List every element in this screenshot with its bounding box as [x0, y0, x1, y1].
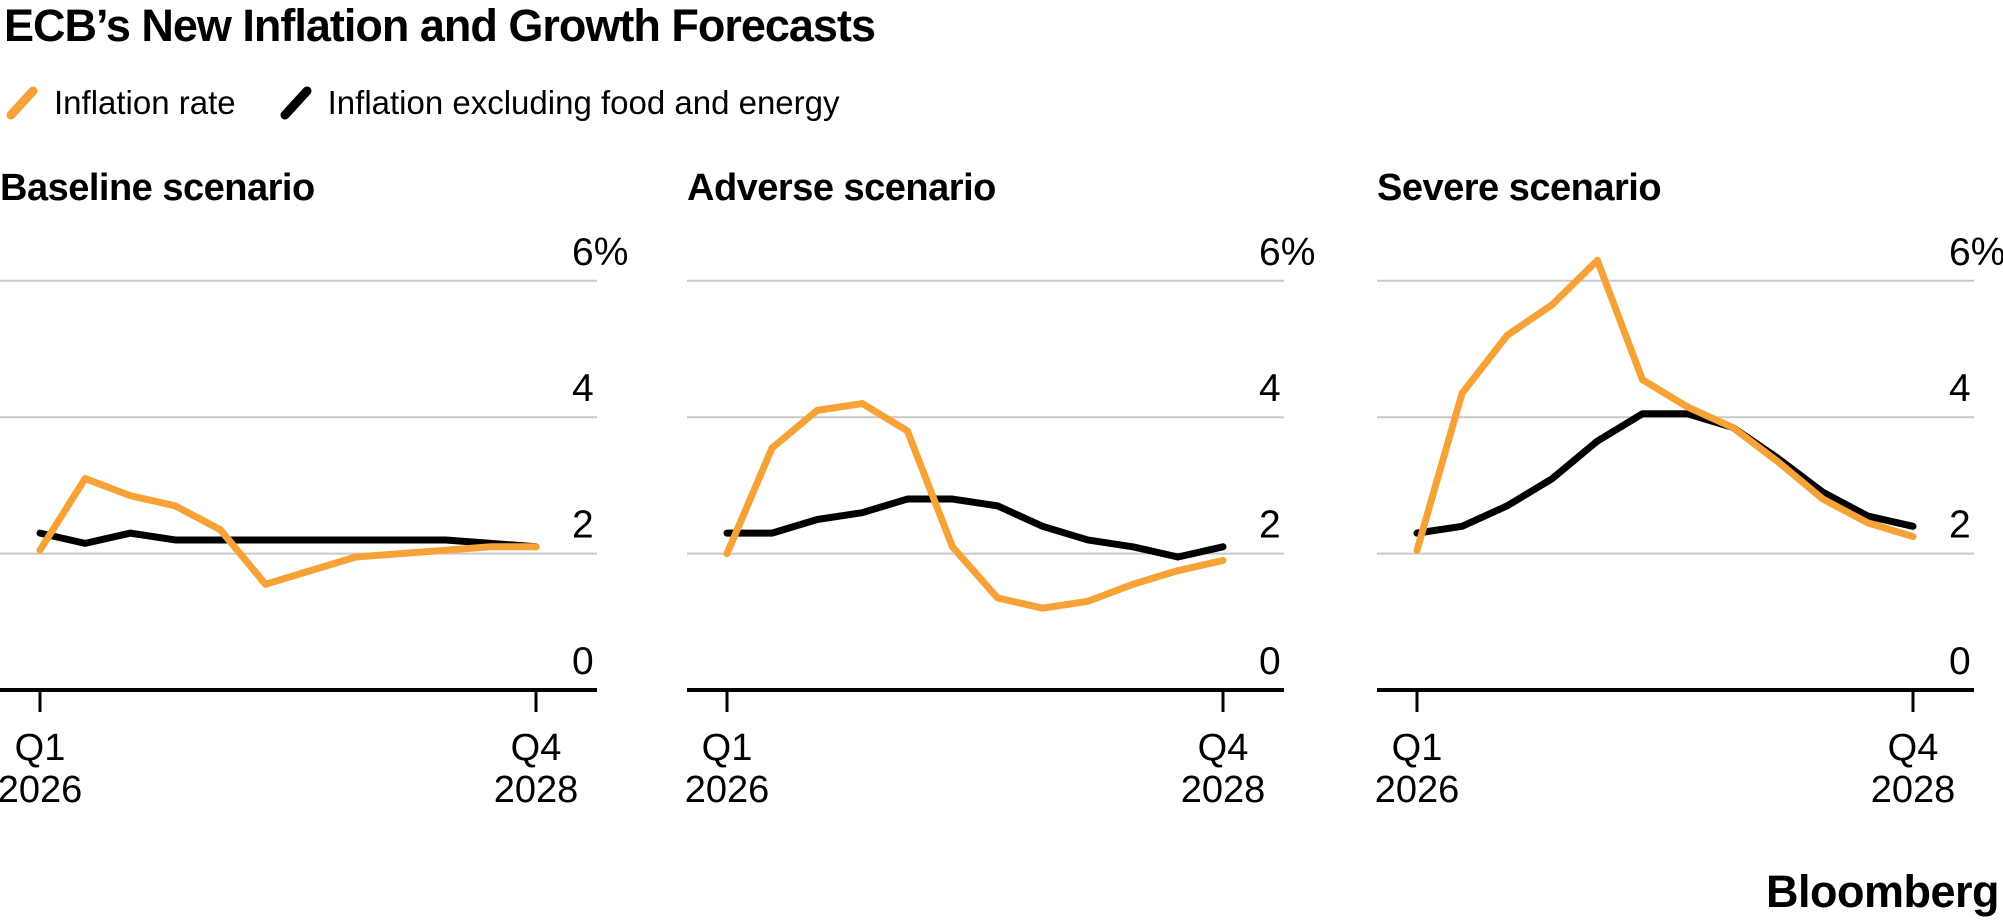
- x-axis-tick-label: Q4: [1198, 727, 1249, 769]
- y-axis-tick-label: 0: [572, 640, 594, 683]
- x-axis-tick-label: 2028: [494, 769, 579, 811]
- inflation-rate-swatch-icon: [6, 86, 38, 120]
- bloomberg-wordmark: Bloomberg: [1765, 866, 2000, 917]
- page-title: ECB’s New Inflation and Growth Forecasts: [4, 0, 876, 51]
- y-axis-tick-label: 4: [1259, 367, 1281, 410]
- legend-label: Inflation rate: [54, 84, 236, 121]
- x-axis-tick-label: 2026: [1375, 769, 1460, 811]
- legend-item-core-inflation: Inflation excluding food and energy: [280, 84, 840, 122]
- y-axis-tick-label: 6%: [1259, 231, 1315, 274]
- series-line-inflation-rate: [723, 400, 1227, 612]
- y-axis-tick-label: 6%: [1949, 231, 2003, 274]
- y-axis-tick-label: 4: [572, 367, 594, 410]
- x-axis-tick-label: 2026: [685, 769, 770, 811]
- chart-title-baseline: Baseline scenario: [0, 167, 315, 209]
- y-axis-tick-label: 6%: [572, 231, 628, 274]
- chart-panel-adverse: Adverse scenario 6% 4 2 0 Q1 2026 Q4 2028: [685, 166, 1347, 811]
- x-axis-tick-label: 2028: [1871, 769, 1956, 811]
- series-line-inflation-rate: [1413, 256, 1917, 554]
- x-axis-tick-label: Q4: [1888, 727, 1939, 769]
- x-axis-tick-label: Q1: [15, 727, 66, 769]
- series-line-inflation-rate: [36, 475, 540, 588]
- y-axis-tick-label: 2: [1949, 504, 1971, 547]
- x-axis-tick-label: Q1: [702, 727, 753, 769]
- series-line-inflation-excluding-food-and-energy: [1413, 410, 1917, 537]
- x-axis-tick-label: 2028: [1181, 769, 1266, 811]
- legend: Inflation rate Inflation excluding food …: [6, 84, 840, 122]
- y-axis-tick-label: 4: [1949, 367, 1971, 410]
- x-axis-tick-label: Q4: [511, 727, 562, 769]
- chart-title-severe: Severe scenario: [1377, 167, 1662, 209]
- y-axis-tick-label: 0: [1259, 640, 1281, 683]
- y-axis-tick-label: 2: [572, 504, 594, 547]
- x-axis-tick-label: Q1: [1392, 727, 1443, 769]
- y-axis-tick-label: 0: [1949, 640, 1971, 683]
- series-line-inflation-excluding-food-and-energy: [36, 529, 540, 551]
- orange-slash-icon: [6, 86, 38, 120]
- series-line-inflation-excluding-food-and-energy: [723, 495, 1227, 561]
- x-axis-tick-label: 2026: [0, 769, 82, 811]
- core-inflation-swatch-icon: [280, 86, 312, 120]
- y-axis-tick-label: 2: [1259, 504, 1281, 547]
- chart-panel-severe: Severe scenario 6% 4 2 0 Q1 2026 Q4 2028: [1375, 166, 2003, 811]
- legend-label: Inflation excluding food and energy: [327, 84, 840, 121]
- legend-item-inflation-rate: Inflation rate: [6, 84, 236, 122]
- chart-panel-baseline: Baseline scenario 6% 4 2 0 Q1 2026 Q4 2028: [0, 166, 660, 811]
- black-slash-icon: [280, 86, 312, 120]
- chart-title-adverse: Adverse scenario: [687, 167, 996, 209]
